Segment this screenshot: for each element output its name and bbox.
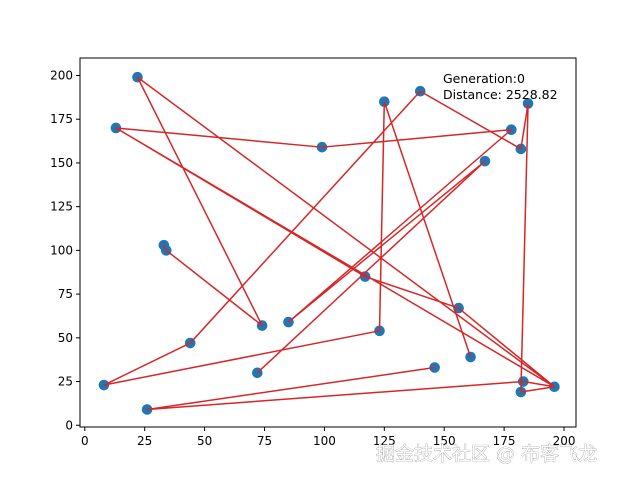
x-tick-label: 75 <box>257 434 272 448</box>
x-tick-label: 175 <box>493 434 516 448</box>
axis-ticks: 0 25 50 75 100 125 150 175 200 0 25 50 75 100 125 150 17… <box>50 68 575 448</box>
x-tick-label: 200 <box>553 434 576 448</box>
route-lines <box>103 76 556 411</box>
watermark-text: 掘金技术社区 @ 布客飞龙 <box>376 443 597 465</box>
city-points <box>98 71 560 415</box>
y-tick-label: 25 <box>58 375 73 389</box>
generation-label: Generation:0 <box>443 71 525 86</box>
y-tick-label: 0 <box>65 418 73 432</box>
y-tick-label: 150 <box>50 156 73 170</box>
distance-label: Distance: 2528.82 <box>443 87 558 102</box>
x-tick-label: 0 <box>81 434 89 448</box>
y-tick-label: 125 <box>50 200 73 214</box>
x-tick-label: 100 <box>313 434 336 448</box>
tour-route-line <box>103 76 556 411</box>
x-tick-label: 125 <box>373 434 396 448</box>
x-tick-label: 150 <box>433 434 456 448</box>
x-tick-label: 25 <box>137 434 152 448</box>
y-tick-label: 75 <box>58 287 73 301</box>
y-tick-label: 50 <box>58 331 73 345</box>
y-tick-label: 100 <box>50 243 73 257</box>
y-tick-label: 200 <box>50 68 73 82</box>
x-tick-label: 50 <box>197 434 212 448</box>
axes-frame <box>79 57 577 428</box>
y-tick-label: 175 <box>50 112 73 126</box>
